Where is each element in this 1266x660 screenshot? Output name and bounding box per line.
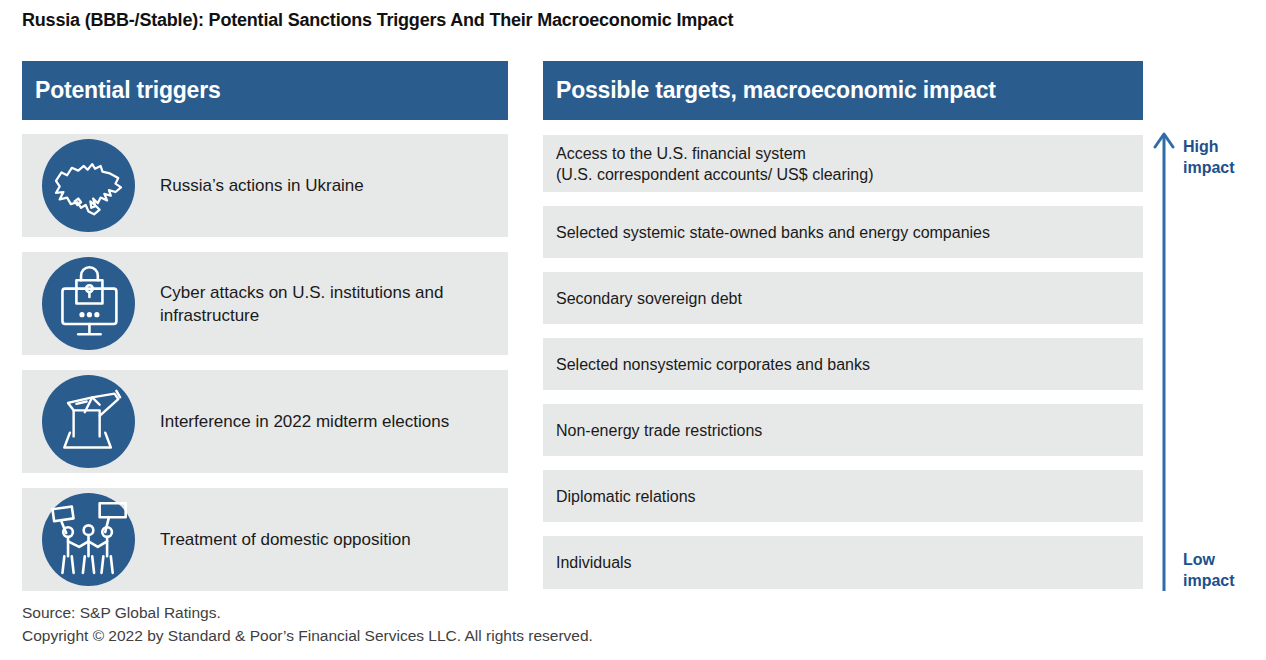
ballot-box-icon	[42, 375, 135, 468]
right-panel-header: Possible targets, macroeconomic impact	[543, 61, 1143, 120]
trigger-item-ukraine: Russia’s actions in Ukraine	[22, 134, 508, 237]
sanctions-infographic: Russia (BBB-/Stable): Potential Sanction…	[0, 0, 1266, 660]
target-label: Access to the U.S. financial system (U.S…	[556, 143, 873, 185]
impact-axis-arrow-icon	[1150, 130, 1178, 596]
target-row: Individuals	[543, 536, 1143, 589]
target-row: Access to the U.S. financial system (U.S…	[543, 135, 1143, 192]
target-row: Selected systemic state-owned banks and …	[543, 206, 1143, 258]
low-impact-label: Low impact	[1183, 549, 1263, 591]
target-row: Secondary sovereign debt	[543, 272, 1143, 324]
trigger-item-elections: Interference in 2022 midterm elections	[22, 370, 508, 473]
page-title: Russia (BBB-/Stable): Potential Sanction…	[22, 10, 733, 31]
trigger-label: Cyber attacks on U.S. institutions and i…	[160, 252, 498, 355]
trigger-label: Interference in 2022 midterm elections	[160, 370, 498, 473]
high-impact-label: High impact	[1183, 136, 1263, 178]
target-label: Selected nonsystemic corporates and bank…	[556, 354, 870, 375]
trigger-label: Treatment of domestic opposition	[160, 488, 498, 591]
right-panel-header-label: Possible targets, macroeconomic impact	[556, 77, 996, 104]
trigger-label: Russia’s actions in Ukraine	[160, 134, 498, 237]
left-panel-header-label: Potential triggers	[35, 77, 221, 104]
target-row: Diplomatic relations	[543, 470, 1143, 522]
protest-icon	[42, 493, 135, 586]
trigger-item-cyber: Cyber attacks on U.S. institutions and i…	[22, 252, 508, 355]
source-note: Source: S&P Global Ratings.	[22, 601, 593, 624]
ukraine-map-icon	[42, 139, 135, 232]
target-label: Diplomatic relations	[556, 486, 696, 507]
left-panel-header: Potential triggers	[22, 61, 508, 120]
target-row: Non-energy trade restrictions	[543, 404, 1143, 456]
trigger-item-opposition: Treatment of domestic opposition	[22, 488, 508, 591]
target-label: Individuals	[556, 552, 632, 573]
target-label: Selected systemic state-owned banks and …	[556, 222, 990, 243]
target-label: Non-energy trade restrictions	[556, 420, 762, 441]
copyright-note: Copyright © 2022 by Standard & Poor’s Fi…	[22, 624, 593, 647]
cyber-attack-icon	[42, 257, 135, 350]
target-row: Selected nonsystemic corporates and bank…	[543, 338, 1143, 390]
footer: Source: S&P Global Ratings. Copyright © …	[22, 601, 593, 647]
target-label: Secondary sovereign debt	[556, 288, 742, 309]
